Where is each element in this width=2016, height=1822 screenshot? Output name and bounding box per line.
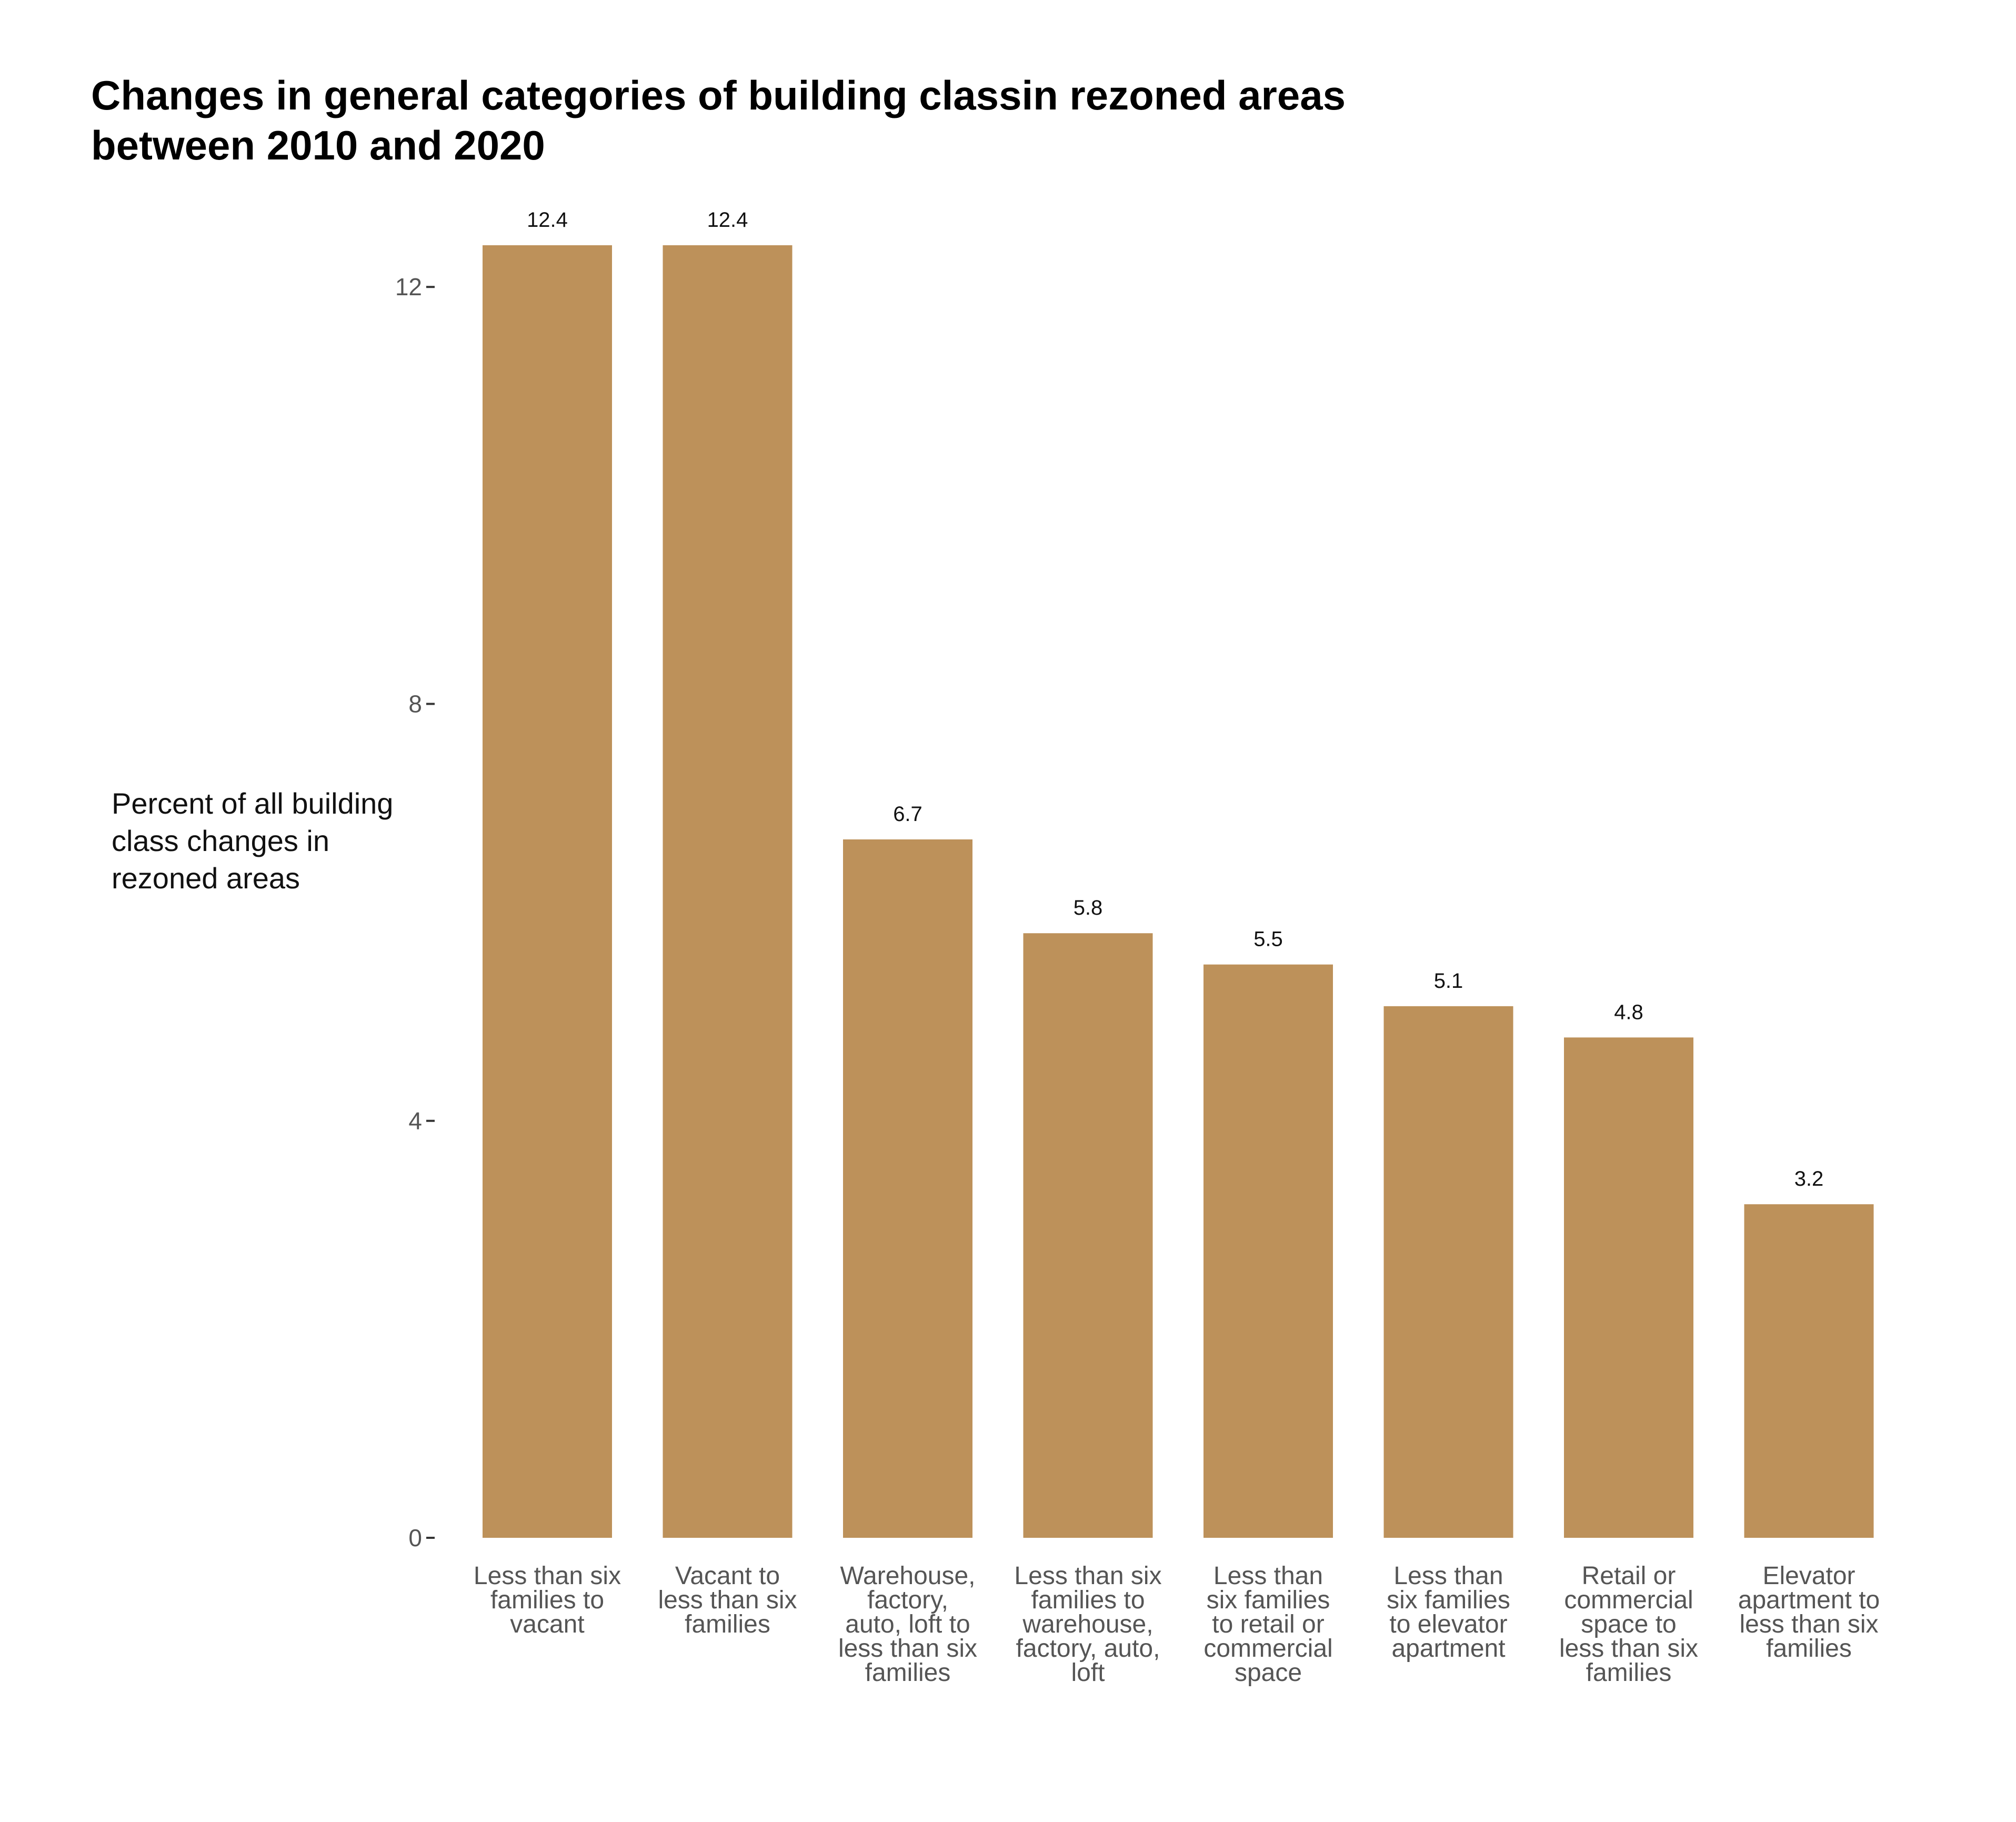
y-axis: 0 4 8 12 xyxy=(395,273,435,1551)
y-tick-label: 12 xyxy=(395,273,422,301)
x-tick-label-line: commercial xyxy=(1564,1586,1693,1614)
x-tick-label-line: less than six xyxy=(1559,1635,1698,1663)
x-tick-label-line: less than six xyxy=(838,1635,977,1663)
bars xyxy=(483,245,1874,1538)
x-tick-label: Retail or commercial space to less than six… xyxy=(1559,1562,1698,1687)
y-axis-label-line: rezoned areas xyxy=(112,862,300,895)
x-tick-label-line: Less than six xyxy=(1014,1562,1161,1590)
x-tick-label-line: apartment to xyxy=(1738,1586,1880,1614)
x-tick-label: Elevator apartment to less than six familie… xyxy=(1738,1562,1880,1663)
x-tick-label-line: families xyxy=(1586,1659,1672,1687)
x-tick-label-line: apartment xyxy=(1391,1635,1505,1663)
x-tick-label: Less than six families to vacant xyxy=(474,1562,621,1638)
x-tick-label-line: less than six xyxy=(658,1586,797,1614)
x-tick-label: Less than six families to retail or commerc… xyxy=(1203,1562,1332,1687)
bar xyxy=(843,839,972,1538)
x-tick-label-line: families xyxy=(865,1659,951,1687)
x-tick-label-line: factory, auto, xyxy=(1016,1635,1160,1663)
bar xyxy=(1023,933,1153,1538)
bar xyxy=(1744,1204,1874,1538)
x-tick-label-line: less than six xyxy=(1739,1610,1878,1638)
x-tick-label-line: space to xyxy=(1581,1610,1676,1638)
bar-value-label: 5.1 xyxy=(1434,969,1463,993)
x-tick-label-line: six families xyxy=(1387,1586,1510,1614)
x-tick-label-line: auto, loft to xyxy=(845,1610,970,1638)
bar-value-label: 4.8 xyxy=(1614,1000,1643,1024)
y-axis-label-line: Percent of all building xyxy=(112,787,393,820)
chart-title-line: between 2010 and 2020 xyxy=(91,122,545,168)
x-tick-label: Less than six families to elevator apartmen… xyxy=(1387,1562,1510,1663)
y-tick-label: 8 xyxy=(408,690,422,717)
x-tick-label-line: vacant xyxy=(510,1610,584,1638)
y-tick-label: 0 xyxy=(408,1524,422,1551)
x-tick-label-line: Less than xyxy=(1213,1562,1323,1590)
x-tick-label-line: families to xyxy=(1031,1586,1145,1614)
x-tick-label-line: to elevator xyxy=(1389,1610,1507,1638)
bar-value-label: 6.7 xyxy=(893,803,922,826)
bar xyxy=(1203,964,1333,1538)
x-tick-label-line: Retail or xyxy=(1582,1562,1676,1590)
y-axis-label-line: class changes in xyxy=(112,824,329,857)
x-tick-label-line: Elevator xyxy=(1762,1562,1855,1590)
x-tick-label-line: commercial xyxy=(1203,1635,1332,1663)
chart-title: Changes in general categories of buildin… xyxy=(91,72,1346,168)
bar-value-label: 5.8 xyxy=(1074,896,1103,919)
y-tick-label: 4 xyxy=(408,1107,422,1135)
x-tick-label-line: factory, xyxy=(867,1586,948,1614)
bar xyxy=(663,245,793,1538)
value-labels: 12.4 12.4 6.7 5.8 5.5 5.1 4.8 3.2 xyxy=(527,208,1823,1190)
bar-value-label: 12.4 xyxy=(527,208,568,232)
x-tick-label-line: Less than xyxy=(1393,1562,1503,1590)
bar xyxy=(1564,1037,1693,1538)
x-tick-label-line: families xyxy=(1766,1635,1852,1663)
x-tick-label-line: warehouse, xyxy=(1022,1610,1153,1638)
bar-value-label: 12.4 xyxy=(707,208,748,232)
bar-value-label: 5.5 xyxy=(1253,928,1283,951)
y-axis-label: Percent of all building class changes in r… xyxy=(112,787,393,895)
x-tick-label-line: Vacant to xyxy=(675,1562,780,1590)
x-tick-label-line: Warehouse, xyxy=(840,1562,975,1590)
bar-value-label: 3.2 xyxy=(1794,1167,1824,1190)
x-tick-label: Vacant to less than six families xyxy=(658,1562,797,1638)
x-tick-label-line: to retail or xyxy=(1212,1610,1324,1638)
x-tick-label-line: Less than six xyxy=(474,1562,621,1590)
chart-title-line: Changes in general categories of buildin… xyxy=(91,72,1346,118)
x-tick-label-line: families to xyxy=(490,1586,604,1614)
x-tick-label-line: loft xyxy=(1071,1659,1105,1687)
bar xyxy=(483,245,612,1538)
x-tick-label-line: space xyxy=(1235,1659,1302,1687)
x-tick-label-line: families xyxy=(685,1610,770,1638)
x-tick-label: Warehouse, factory, auto, loft to less than… xyxy=(838,1562,977,1687)
x-tick-label-line: six families xyxy=(1207,1586,1330,1614)
x-tick-label: Less than six families to warehouse, factor… xyxy=(1014,1562,1161,1687)
bar xyxy=(1383,1006,1513,1538)
